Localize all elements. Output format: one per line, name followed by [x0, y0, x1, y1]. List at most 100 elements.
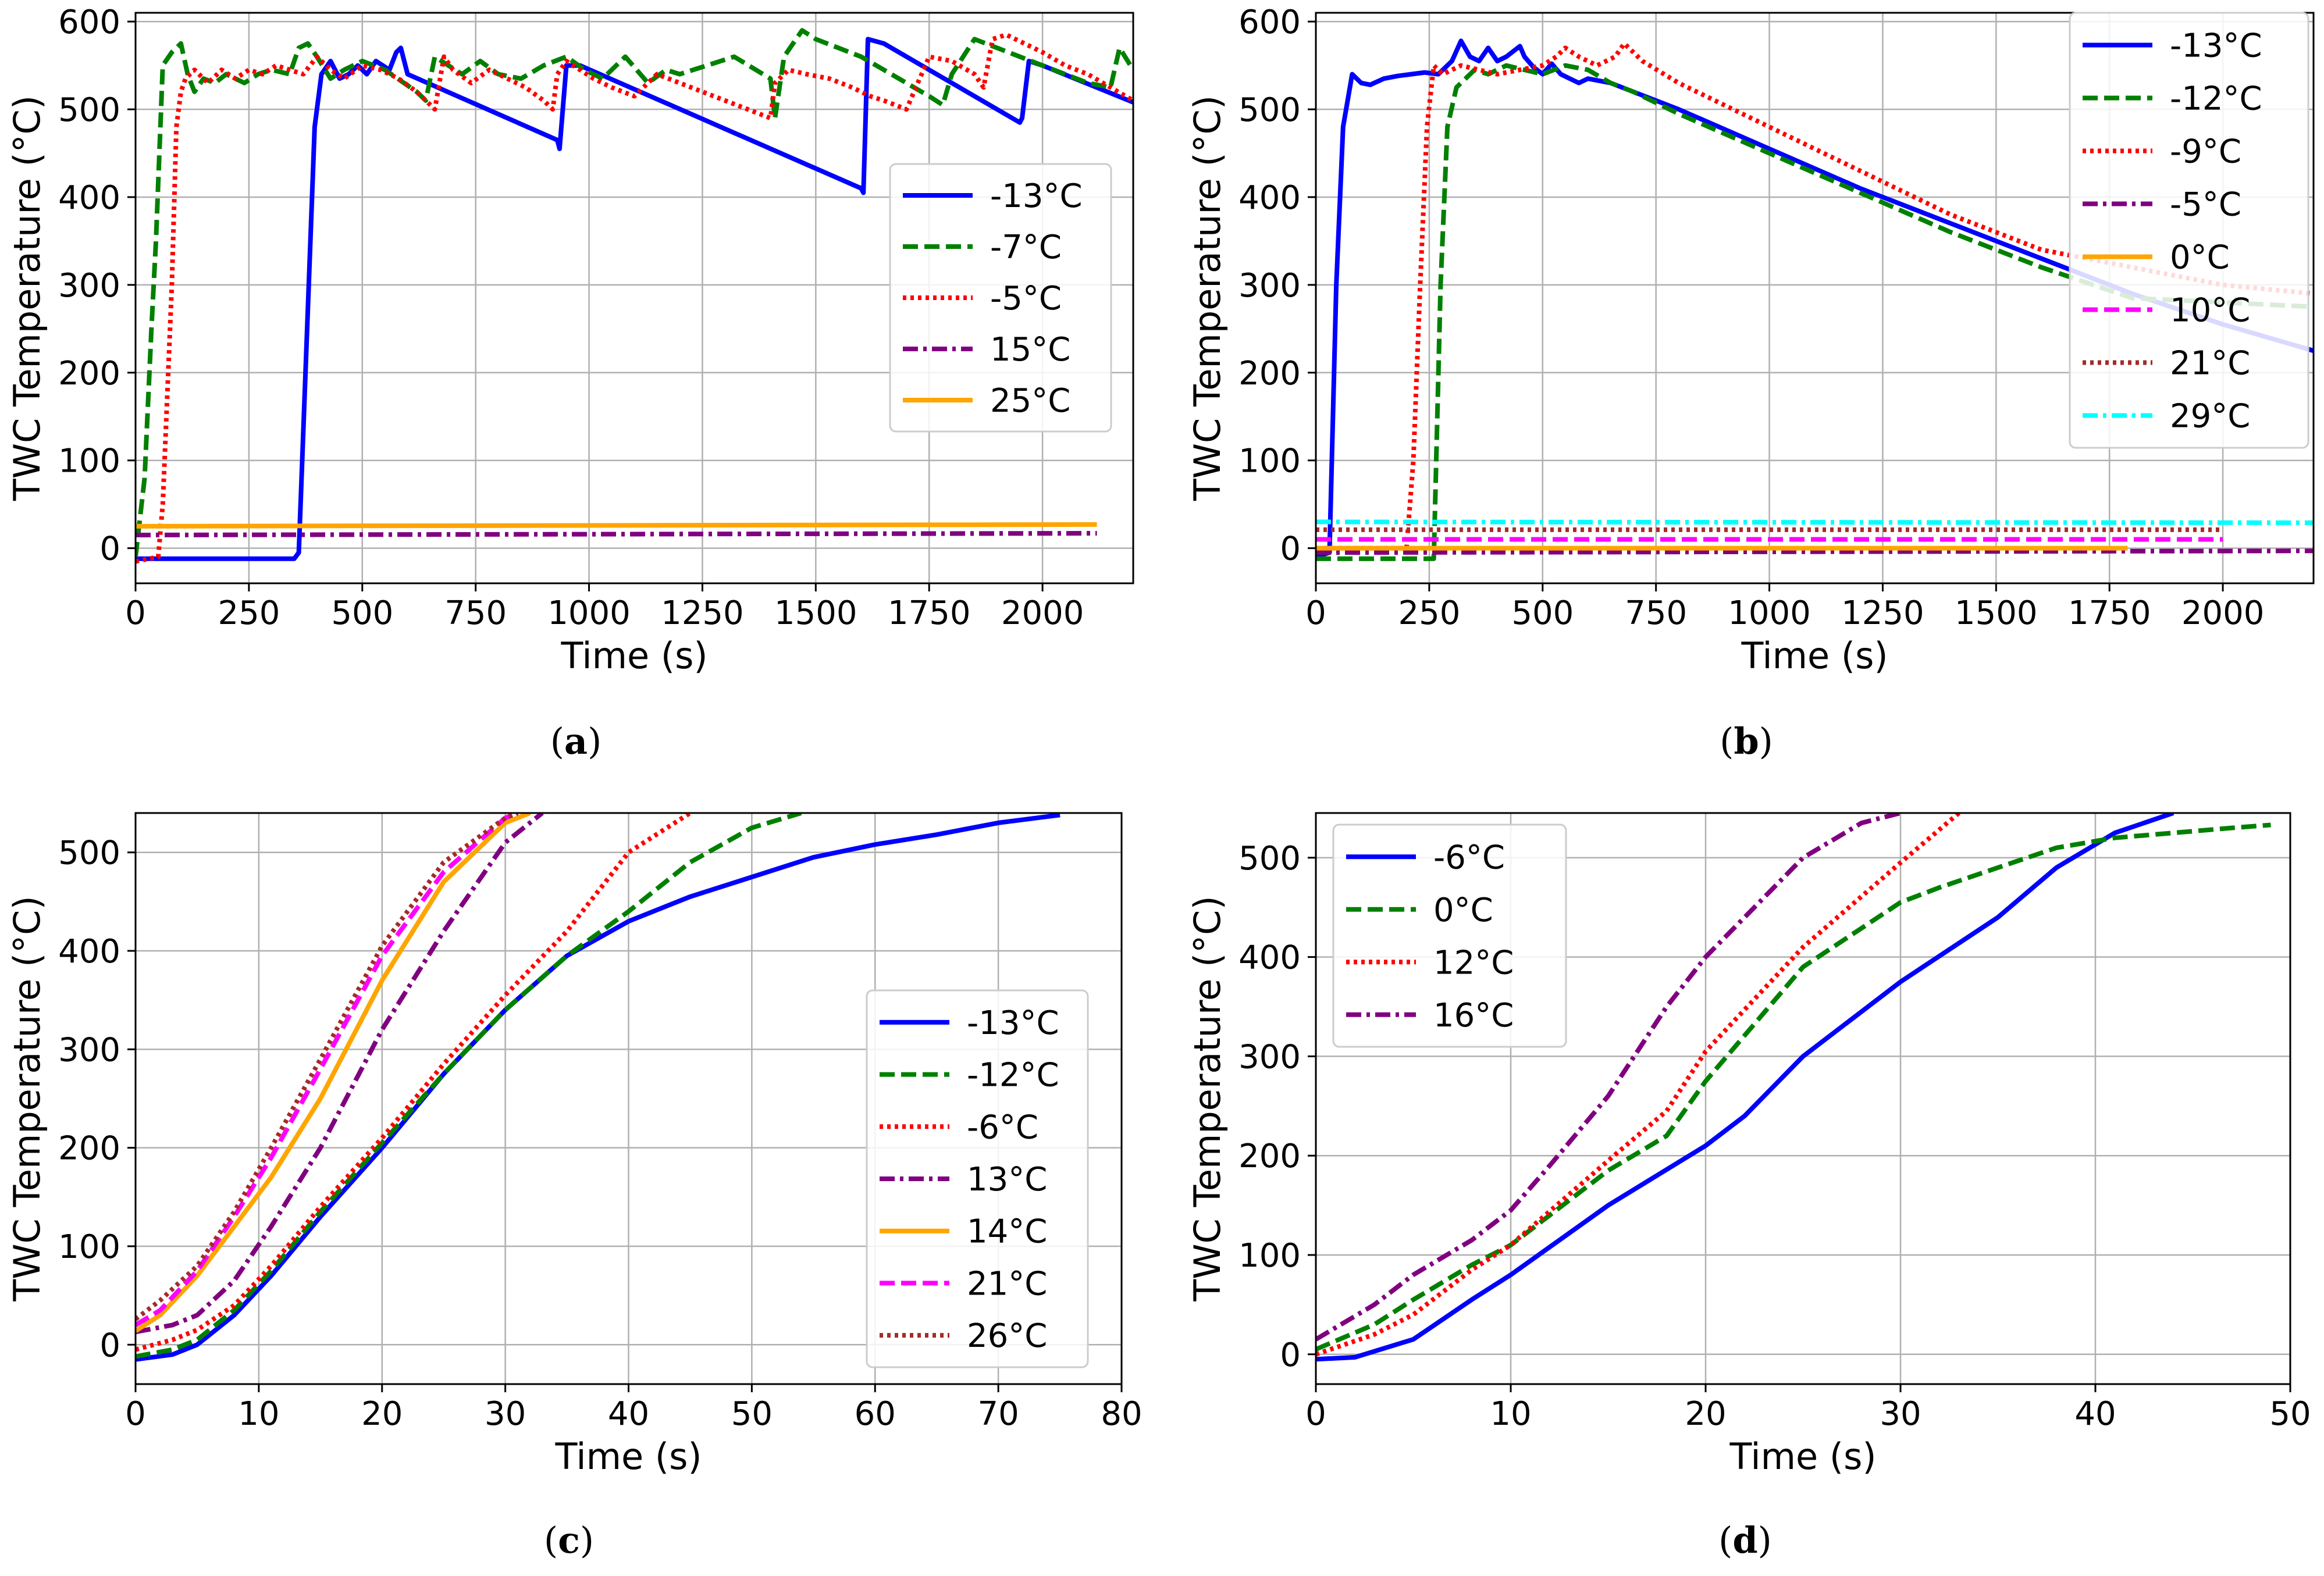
legend-label: 29°C [2170, 398, 2250, 436]
series-line-12C [1316, 813, 1961, 1357]
y-tick-label: 400 [1238, 939, 1301, 977]
x-axis-label: Time (s) [554, 1435, 702, 1478]
x-tick-label: 2000 [1001, 594, 1084, 632]
series-line-21C [136, 813, 519, 1327]
series-group [136, 28, 1133, 564]
series-line-16C [1316, 813, 1901, 1342]
x-tick-label: 40 [608, 1395, 649, 1433]
legend-label: -6°C [1433, 839, 1505, 876]
legend-label: -5°C [2170, 186, 2241, 224]
legend: -13°C -12°C -6°C 13°C 14°C 21°C 26°C [866, 989, 1089, 1368]
plot-frame [1315, 812, 2291, 1385]
series-line--13C [136, 813, 1060, 1362]
x-tick-label: 30 [1880, 1395, 1921, 1433]
legend-label: 0°C [1433, 892, 1493, 929]
legend-label: -9°C [2170, 133, 2241, 171]
y-tick-label: 200 [58, 1130, 120, 1168]
panel-caption: (a) [550, 720, 602, 762]
panel-caption: (c) [544, 1519, 594, 1561]
x-tick-label: 500 [331, 594, 393, 632]
panel-caption: (d) [1718, 1519, 1772, 1561]
y-tick-label: 400 [58, 933, 120, 971]
y-tick-label: 500 [1238, 840, 1301, 878]
series-group [1316, 38, 2314, 561]
panel-a: 0 250 500 750 1000 1250 1500 1750 2000 0 100 200 300… [6, 3, 1134, 762]
legend-label: -12°C [967, 1057, 1059, 1094]
legend-box [2069, 12, 2309, 449]
y-tick-label: 0 [1280, 530, 1301, 568]
series-line--6C [1316, 813, 2174, 1362]
series-line--12C [1316, 63, 2314, 561]
x-tick-label: 250 [1398, 594, 1460, 632]
y-tick-label: 600 [1238, 3, 1301, 41]
y-axis-label: TWC Temperature (°C) [6, 95, 48, 501]
x-tick-label: 1000 [547, 594, 631, 632]
x-tick-label: 1750 [888, 594, 971, 632]
series-line-25C [136, 522, 1097, 529]
panel-b: 0 250 500 750 1000 1250 1500 1750 2000 0 100 200 300… [1186, 3, 2315, 762]
x-tick-label: 0 [1305, 1395, 1326, 1433]
legend-box [889, 163, 1112, 433]
x-tick-label: 0 [1305, 594, 1326, 632]
plot-frame [1315, 12, 2315, 584]
series-line--6C [136, 813, 692, 1352]
y-tick-label: 300 [1238, 1038, 1301, 1076]
x-tick-label: 10 [1490, 1395, 1531, 1433]
series-line-15C [136, 531, 1097, 537]
x-tick-label: 1750 [2068, 594, 2151, 632]
y-tick-label: 300 [58, 267, 120, 305]
legend-label: 15°C [990, 331, 1070, 369]
y-tick-label: 100 [1238, 1237, 1301, 1275]
legend-label: -13°C [967, 1004, 1059, 1042]
y-tick-label: 500 [1238, 91, 1301, 129]
legend-label: 13°C [967, 1161, 1047, 1199]
plot-frame [134, 12, 1134, 584]
x-tick-label: 50 [731, 1395, 773, 1433]
y-tick-label: 100 [58, 1228, 120, 1266]
series-line-29C [1316, 519, 2314, 525]
x-tick-label: 70 [977, 1395, 1019, 1433]
y-tick-label: 0 [99, 530, 120, 568]
legend: -13°C -12°C -9°C -5°C 0°C 10°C 21°C 29°C [2069, 12, 2309, 449]
x-tick-label: 20 [1685, 1395, 1726, 1433]
series-line--5C [136, 32, 1133, 564]
x-tick-label: 30 [485, 1395, 526, 1433]
y-axis-label: TWC Temperature (°C) [1186, 896, 1229, 1302]
x-tick-label: 50 [2269, 1395, 2311, 1433]
y-tick-label: 100 [1238, 443, 1301, 480]
series-line-0C [1316, 822, 2271, 1352]
legend-label: 10°C [2170, 292, 2250, 330]
y-tick-label: 200 [1238, 355, 1301, 393]
x-tick-label: 750 [444, 594, 507, 632]
series-line--12C [136, 813, 802, 1359]
legend: -13°C -7°C -5°C 15°C 25°C [889, 163, 1112, 433]
x-tick-label: 1250 [1841, 594, 1924, 632]
legend-label: -5°C [990, 280, 1062, 318]
legend-label: 21°C [967, 1265, 1047, 1303]
y-tick-label: 200 [58, 355, 120, 393]
x-tick-label: 0 [125, 594, 146, 632]
y-tick-label: 200 [1238, 1138, 1301, 1175]
y-tick-label: 0 [99, 1327, 120, 1364]
x-tick-label: 20 [361, 1395, 403, 1433]
legend-label: 14°C [967, 1213, 1047, 1251]
series-line--9C [1316, 41, 2314, 551]
legend: -6°C 0°C 12°C 16°C [1332, 823, 1567, 1048]
legend-label: 26°C [967, 1317, 1047, 1355]
series-line--5C [1316, 548, 2314, 555]
series-line-14C [136, 813, 531, 1333]
x-tick-label: 1000 [1728, 594, 1811, 632]
x-tick-label: 1250 [661, 594, 744, 632]
series-group [136, 813, 1060, 1362]
x-tick-label: 750 [1625, 594, 1687, 632]
x-tick-label: 2000 [2181, 594, 2265, 632]
x-tick-label: 0 [125, 1395, 146, 1433]
y-tick-label: 400 [1238, 179, 1301, 217]
y-tick-label: 100 [58, 443, 120, 480]
legend-label: 16°C [1433, 997, 1514, 1035]
x-tick-label: 1500 [774, 594, 857, 632]
x-tick-label: 10 [238, 1395, 279, 1433]
series-line--13C [1316, 38, 2314, 559]
legend-label: 21°C [2170, 345, 2250, 383]
